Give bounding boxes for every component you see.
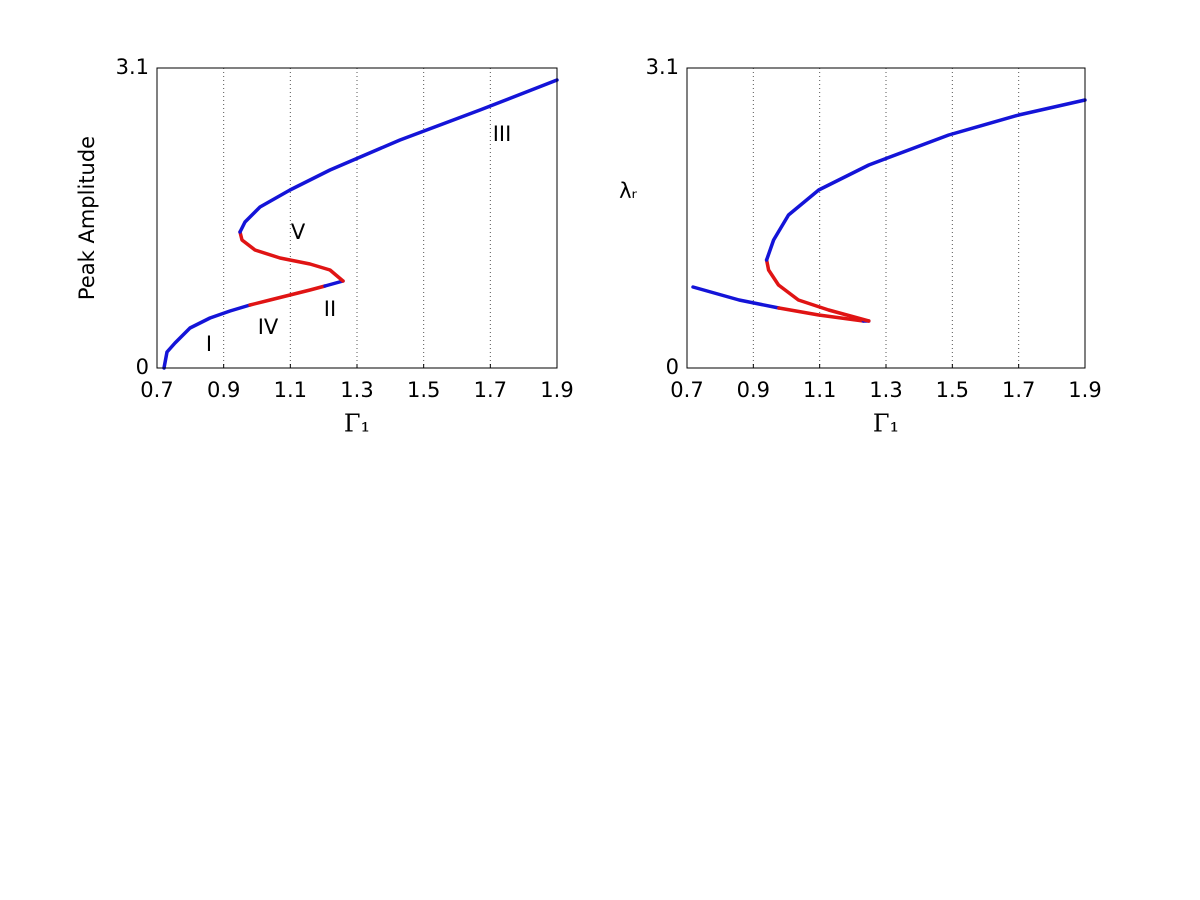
x-tick-label: 0.7 xyxy=(140,378,173,402)
x-tick-label: 1.7 xyxy=(474,378,507,402)
annotation: IV xyxy=(258,315,279,339)
x-tick-label: 1.3 xyxy=(869,378,902,402)
y-tick-label: 0 xyxy=(666,355,679,379)
curve xyxy=(764,258,871,323)
x-tick-label: 1.9 xyxy=(540,378,573,402)
curve xyxy=(323,279,345,288)
axes-frame xyxy=(156,67,558,369)
x-tick-label: 1.1 xyxy=(803,378,836,402)
axes-frame xyxy=(686,67,1086,369)
curve xyxy=(777,306,866,323)
x-tick-label: 1.9 xyxy=(1068,378,1101,402)
curve xyxy=(238,78,559,234)
x-axis-label: Γ₁ xyxy=(873,410,899,438)
curve xyxy=(691,285,781,310)
annotation: I xyxy=(206,332,212,356)
curve xyxy=(238,230,345,283)
y-tick-label: 0 xyxy=(136,355,149,379)
x-tick-label: 1.1 xyxy=(274,378,307,402)
annotation: II xyxy=(324,297,336,321)
x-tick-label: 0.9 xyxy=(737,378,770,402)
curve xyxy=(162,303,252,370)
y-tick-label: 3.1 xyxy=(116,55,149,79)
x-tick-label: 1.3 xyxy=(340,378,373,402)
x-tick-label: 0.9 xyxy=(207,378,240,402)
annotation: V xyxy=(291,220,306,244)
x-axis-label: Γ₁ xyxy=(344,410,370,438)
y-tick-label: 3.1 xyxy=(646,55,679,79)
curve xyxy=(764,98,1087,262)
x-tick-label: 1.7 xyxy=(1002,378,1035,402)
annotation: III xyxy=(493,122,512,146)
x-tick-label: 1.5 xyxy=(936,378,969,402)
curve xyxy=(248,284,327,307)
x-tick-label: 0.7 xyxy=(670,378,703,402)
x-tick-label: 1.5 xyxy=(407,378,440,402)
y-axis-label: Peak Amplitude xyxy=(75,136,99,300)
y-axis-label: λᵣ xyxy=(619,179,637,203)
